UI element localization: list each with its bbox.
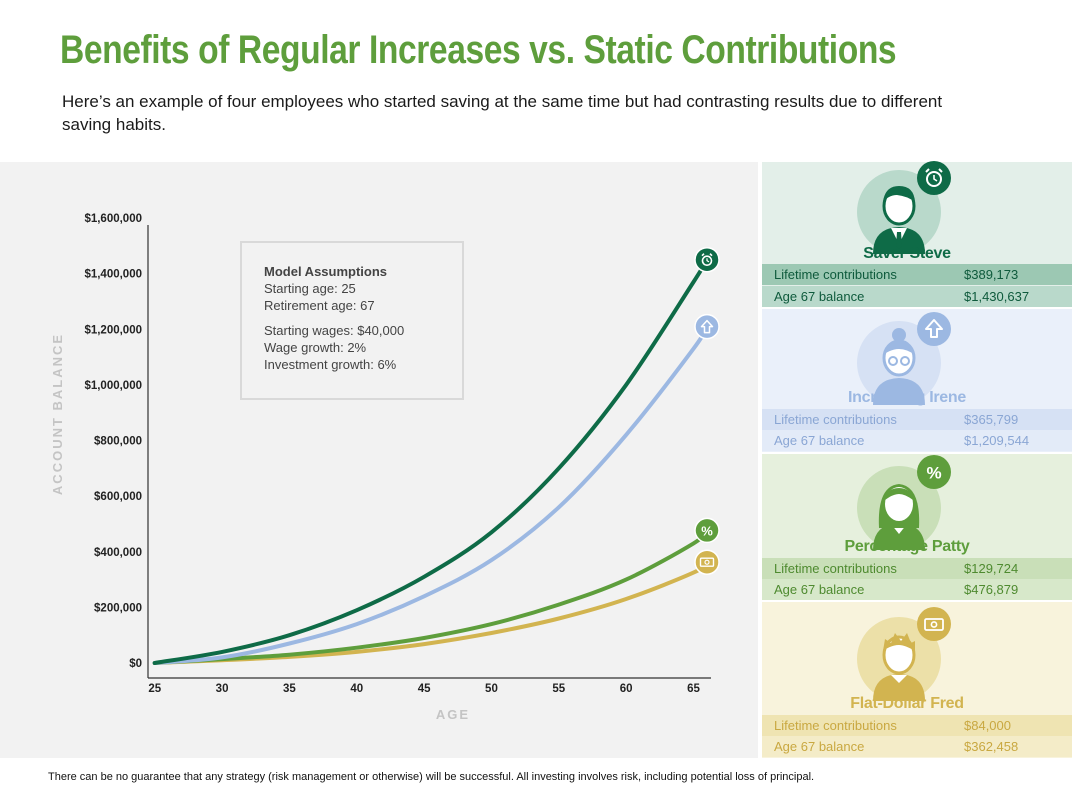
x-tick-label: 50 [485,683,498,695]
assumption-starting-wages: Starting wages: $40,000 [264,323,405,338]
row-label: Lifetime contributions [774,718,897,733]
row-value: $1,430,637 [964,289,1030,304]
lifetime-contributions-row: Lifetime contributions $389,173 [762,264,1072,285]
alarm-clock-icon [917,161,951,195]
card-name: Percentage Patty [844,538,970,555]
x-tick-label: 25 [148,683,161,695]
dollar-bill-icon [694,549,720,575]
card-name: Flat-Dollar Fred [850,695,964,712]
row-value: $129,724 [964,561,1019,576]
y-tick-label: $600,000 [94,491,142,503]
svg-text:%: % [701,523,713,538]
y-axis-ticks: $0 $200,000 $400,000 $600,000 $800,000 $1,000… [84,213,142,670]
card-name: Increasing Irene [848,389,966,406]
x-tick-label: 30 [216,683,229,695]
y-axis-title: ACCOUNT BALANCE [50,333,65,495]
age-67-balance-row: Age 67 balance $476,879 [762,579,1072,600]
woman-avatar-icon [857,466,941,550]
assumption-wage-growth: Wage growth: 2% [264,340,367,355]
series-badges: % [694,246,720,575]
chart-panel: $0 $200,000 $400,000 $600,000 $800,000 $1,000… [0,162,758,758]
x-axis-title: AGE [436,707,470,722]
row-value: $84,000 [964,718,1011,733]
series-line [152,324,709,665]
disclaimer: There can be no guarantee that any strat… [48,771,815,783]
card-flat-dollar-fred: Flat-Dollar Fred Lifetime contributions … [762,602,1072,758]
x-tick-label: 35 [283,683,296,695]
assumption-investment-growth: Investment growth: 6% [264,357,397,372]
row-value: $476,879 [964,582,1019,597]
line-chart: $0 $200,000 $400,000 $600,000 $800,000 $1,000… [50,213,720,722]
row-label: Age 67 balance [774,433,865,448]
y-tick-label: $400,000 [94,547,142,559]
x-axis-ticks: 25 30 35 40 45 50 55 60 65 [148,683,700,695]
man-avatar-icon [857,170,941,254]
series-line [152,528,709,665]
row-value: $389,173 [964,267,1019,282]
page-title: Benefits of Regular Increases vs. Static… [60,28,897,72]
svg-text:%: % [926,464,941,483]
x-tick-label: 55 [552,683,565,695]
row-label: Lifetime contributions [774,561,897,576]
lifetime-contributions-row: Lifetime contributions $84,000 [762,715,1072,736]
assumption-retirement-age: Retirement age: 67 [264,298,375,313]
model-assumptions-box: Model Assumptions Starting age: 25 Retir… [240,241,464,400]
row-label: Lifetime contributions [774,267,897,282]
boy-avatar-icon [857,617,941,701]
y-tick-label: $1,400,000 [84,269,142,281]
y-tick-label: $1,000,000 [84,380,142,392]
row-label: Age 67 balance [774,739,865,754]
employee-cards: Saver Steve Lifetime contributions $389,… [762,161,1072,758]
age-67-balance-row: Age 67 balance $1,430,637 [762,286,1072,307]
card-saver-steve: Saver Steve Lifetime contributions $389,… [762,161,1072,307]
assumptions-heading: Model Assumptions [264,264,388,279]
assumption-starting-age: Starting age: 25 [264,281,356,296]
page-subtitle: Here’s an example of four employees who … [62,92,943,134]
age-67-balance-row: Age 67 balance $1,209,544 [762,430,1072,451]
y-tick-label: $1,600,000 [84,213,142,225]
percent-icon: % [917,455,951,489]
x-tick-label: 60 [620,683,633,695]
lifetime-contributions-row: Lifetime contributions $365,799 [762,409,1072,430]
percent-icon: % [694,517,720,544]
y-tick-label: $800,000 [94,436,142,448]
row-label: Age 67 balance [774,289,865,304]
up-arrow-icon [917,312,951,346]
card-increasing-irene: Increasing Irene Lifetime contributions … [762,309,1072,452]
row-value: $362,458 [964,739,1019,754]
series-line [152,257,709,665]
alarm-clock-icon [694,246,720,273]
row-label: Age 67 balance [774,582,865,597]
card-name: Saver Steve [863,245,951,262]
y-tick-label: $1,200,000 [84,324,142,336]
row-value: $1,209,544 [964,433,1030,448]
age-67-balance-row: Age 67 balance $362,458 [762,736,1072,757]
x-tick-label: 65 [687,683,700,695]
series-lines [152,257,709,665]
x-tick-label: 40 [350,683,363,695]
x-tick-label: 45 [418,683,431,695]
woman-glasses-avatar-icon [857,321,941,405]
up-arrow-icon [694,313,720,340]
y-tick-label: $200,000 [94,602,142,614]
lifetime-contributions-row: Lifetime contributions $129,724 [762,558,1072,579]
dollar-bill-icon [917,607,951,641]
row-label: Lifetime contributions [774,412,897,427]
card-percentage-patty: % Percentage Patty Lifetime contribution… [762,454,1072,600]
y-tick-label: $0 [129,658,142,670]
row-value: $365,799 [964,412,1019,427]
